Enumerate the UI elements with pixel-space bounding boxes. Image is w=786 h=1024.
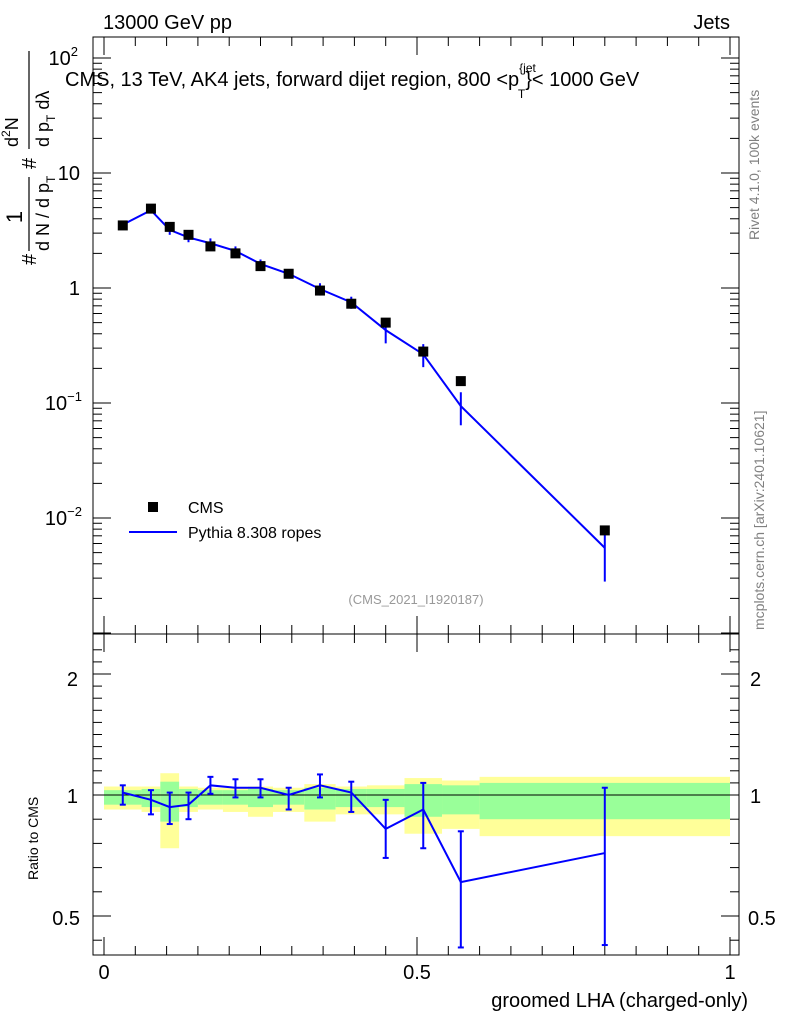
title-sub: T bbox=[518, 87, 526, 101]
chart-title: CMS, 13 TeV, AK4 jets, forward dijet reg… bbox=[65, 61, 640, 101]
ylabel-lhs-den-sub: T bbox=[44, 175, 58, 183]
main-axis-ticks bbox=[93, 37, 739, 634]
main-y-axis-label: # 1 d N / d pT # d2N d pT dλ bbox=[0, 51, 58, 265]
cms-data-point bbox=[117, 220, 128, 231]
cms-data-point bbox=[283, 268, 294, 279]
cms-data-point bbox=[346, 298, 357, 309]
ratio-ytick-label-05-left: 0.5 bbox=[52, 908, 80, 930]
cms-data-point bbox=[230, 248, 241, 259]
ratio-series-group bbox=[119, 773, 608, 949]
main-ytick-label: 102 bbox=[49, 44, 78, 70]
ratio-bands-group bbox=[104, 773, 730, 849]
cms-data-point bbox=[145, 203, 156, 214]
legend-cms-label: CMS bbox=[188, 500, 224, 517]
cms-data-point bbox=[599, 525, 610, 536]
xtick-label-05: 0.5 bbox=[403, 962, 431, 984]
svg-text:d pT dλ: d pT dλ bbox=[33, 91, 58, 147]
svg-text:CMS, 13 TeV, AK4 jets, forward: CMS, 13 TeV, AK4 jets, forward dijet reg… bbox=[65, 61, 640, 101]
ratio-axis-ticks bbox=[93, 634, 739, 955]
ylabel-lhs-num: 1 bbox=[2, 211, 27, 223]
cms-data-point bbox=[455, 376, 466, 387]
svg-text:#: # bbox=[19, 253, 41, 265]
title-tail: }< 1000 GeV bbox=[525, 69, 640, 91]
title-sup: {jet bbox=[519, 61, 536, 75]
ratio-ytick-label-05-right: 0.5 bbox=[748, 908, 776, 930]
cms-data-point bbox=[205, 241, 216, 252]
ylabel-hash-2: # bbox=[19, 157, 41, 169]
cms-data-point bbox=[255, 261, 266, 272]
ratio-band-inner bbox=[197, 790, 223, 805]
pythia-line bbox=[122, 208, 606, 549]
side-label-rivet: Rivet 4.1.0, 100k events bbox=[746, 90, 762, 240]
header-left: 13000 GeV pp bbox=[103, 12, 232, 34]
x-axis-label: groomed LHA (charged-only) bbox=[491, 990, 748, 1012]
ylabel-rhs-den-sub: T bbox=[44, 114, 58, 122]
ratio-band-inner bbox=[366, 788, 405, 808]
main-panel-frame bbox=[92, 36, 740, 635]
xtick-label-0: 0 bbox=[98, 962, 109, 984]
main-ytick-label: 1 bbox=[69, 278, 80, 300]
ylabel-hash-1: # bbox=[19, 253, 41, 265]
main-ytick-label: 10 bbox=[58, 163, 80, 185]
cms-data-point bbox=[380, 317, 391, 328]
ratio-ytick-label-2-right: 2 bbox=[750, 669, 761, 691]
cms-data-point bbox=[314, 285, 325, 296]
ratio-ytick-label-1-left: 1 bbox=[67, 786, 78, 808]
legend-pythia-label: Pythia 8.308 ropes bbox=[188, 525, 321, 542]
main-series-group bbox=[117, 203, 610, 582]
ratio-ytick-label-1-right: 1 bbox=[750, 786, 761, 808]
ylabel-rhs-num-tail: N bbox=[2, 117, 22, 130]
main-y-tick-labels: 102 10 1 10−1 10−2 bbox=[45, 44, 82, 530]
ylabel-rhs-num: d bbox=[2, 137, 22, 147]
main-ytick-label: 10−2 bbox=[45, 504, 82, 530]
title-text: CMS, 13 TeV, AK4 jets, forward dijet reg… bbox=[65, 69, 519, 91]
cms-data-point bbox=[418, 346, 429, 357]
side-label-mcplots: mcplots.cern.ch [arXiv:2401.10621] bbox=[751, 411, 767, 630]
main-ytick-label: 10−1 bbox=[45, 389, 82, 415]
svg-text:d N / d pT: d N / d pT bbox=[33, 175, 58, 251]
ratio-y-axis-label: Ratio to CMS bbox=[25, 797, 41, 880]
ratio-band-inner bbox=[442, 785, 480, 815]
ratio-band-inner bbox=[304, 787, 336, 810]
ylabel-lhs-den: d N / d p bbox=[33, 183, 53, 251]
ylabel-rhs-den: d p bbox=[33, 122, 53, 147]
legend-cms-marker bbox=[148, 502, 158, 512]
svg-text:d2N: d2N bbox=[0, 117, 22, 147]
analysis-tag: (CMS_2021_I1920187) bbox=[348, 592, 483, 607]
cms-data-point bbox=[164, 221, 175, 232]
xtick-label-1: 1 bbox=[724, 962, 735, 984]
ylabel-rhs-num-sup: 2 bbox=[0, 130, 13, 137]
header-right: Jets bbox=[693, 12, 730, 34]
legend: CMS Pythia 8.308 ropes bbox=[129, 500, 321, 542]
ratio-line bbox=[122, 784, 605, 884]
ratio-ytick-label-2-left: 2 bbox=[67, 669, 78, 691]
ylabel-rhs-den-tail: dλ bbox=[33, 91, 53, 115]
cms-data-point bbox=[183, 229, 194, 240]
